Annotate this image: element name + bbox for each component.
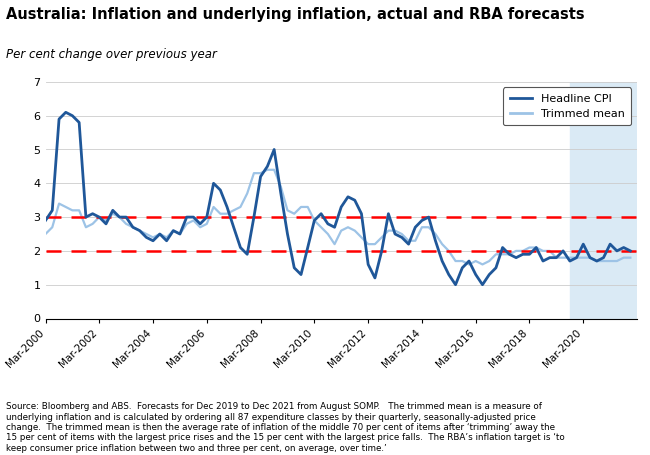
Text: Per cent change over previous year: Per cent change over previous year — [6, 48, 217, 61]
Text: Australia: Inflation and underlying inflation, actual and RBA forecasts: Australia: Inflation and underlying infl… — [6, 7, 585, 22]
Text: Source: Bloomberg and ABS.  Forecasts for Dec 2019 to Dec 2021 from August SOMP.: Source: Bloomberg and ABS. Forecasts for… — [6, 402, 566, 453]
Legend: Headline CPI, Trimmed mean: Headline CPI, Trimmed mean — [503, 87, 631, 125]
Bar — [570, 82, 637, 318]
